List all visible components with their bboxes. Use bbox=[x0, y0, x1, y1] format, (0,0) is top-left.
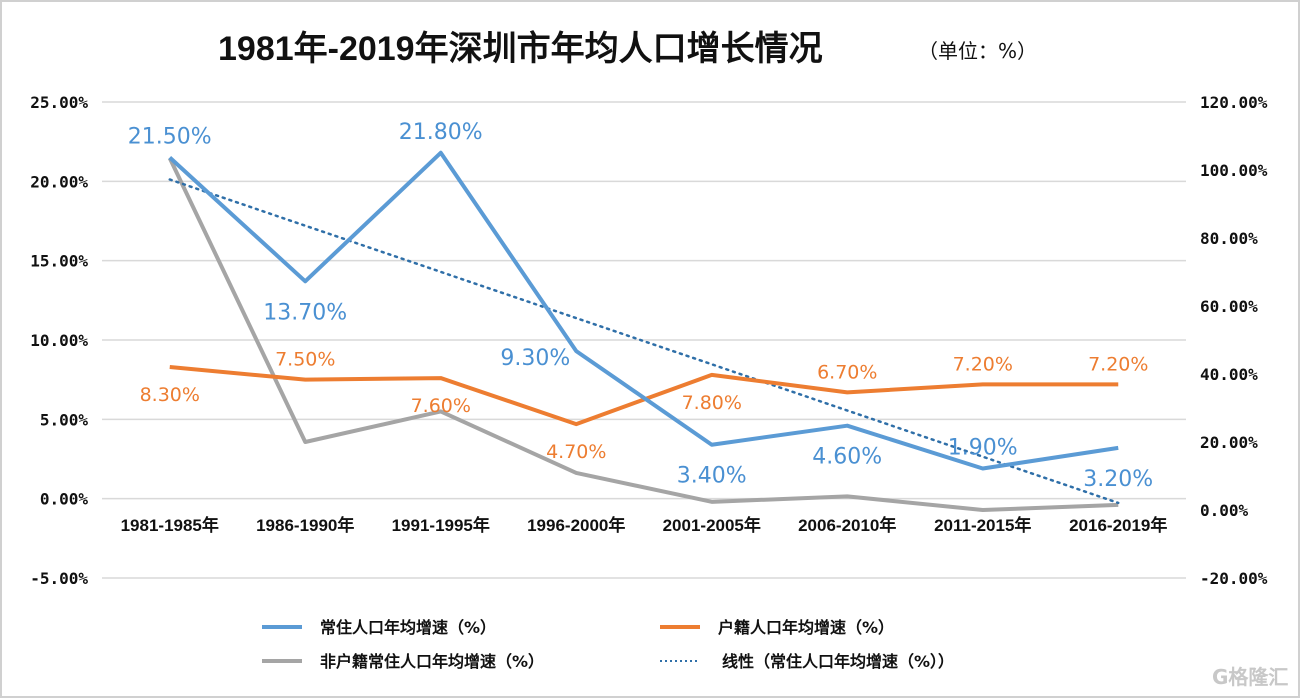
legend-label: 线性（常住人口年均增速（%）） bbox=[722, 652, 954, 671]
right-tick-label: 120.00% bbox=[1200, 93, 1268, 112]
data-label: 9.30% bbox=[500, 346, 570, 371]
series-line-0 bbox=[168, 150, 1119, 471]
category-label: 2011-2015年 bbox=[934, 515, 1031, 535]
right-tick-label: -20.00% bbox=[1200, 569, 1268, 588]
category-label: 1981-1985年 bbox=[121, 515, 219, 535]
data-label: 8.30% bbox=[140, 384, 200, 406]
left-tick-label: -5.00% bbox=[30, 569, 88, 588]
data-label: 7.20% bbox=[953, 353, 1013, 375]
watermark-logo: G格隆汇 bbox=[1212, 665, 1288, 689]
data-label: 4.70% bbox=[546, 441, 606, 463]
data-label: 21.50% bbox=[128, 125, 212, 150]
legend: 常住人口年均增速（%） 户籍人口年均增速（%） 非户籍常住人口年均增速（%） 线性（常… bbox=[262, 618, 954, 671]
category-label: 2001-2005年 bbox=[663, 515, 761, 535]
category-label: 1996-2000年 bbox=[527, 515, 625, 535]
series-lines bbox=[167, 150, 1120, 512]
data-label: 7.80% bbox=[682, 392, 742, 414]
left-tick-label: 25.00% bbox=[30, 93, 88, 112]
data-label: 7.60% bbox=[411, 395, 471, 417]
data-label: 3.20% bbox=[1083, 467, 1153, 492]
left-tick-label: 20.00% bbox=[30, 172, 88, 191]
chart-subtitle: （单位：%） bbox=[918, 39, 1037, 63]
data-label: 7.50% bbox=[275, 349, 335, 371]
data-labels: 21.50% 13.70% 21.80% 9.30% 3.40% 4.60% 1.90% 3.… bbox=[128, 120, 1153, 492]
category-label: 1986-1990年 bbox=[256, 515, 354, 535]
data-label: 7.20% bbox=[1088, 353, 1148, 375]
left-tick-label: 15.00% bbox=[30, 252, 88, 271]
left-tick-label: 0.00% bbox=[40, 490, 89, 509]
data-label: 6.70% bbox=[817, 361, 877, 383]
right-tick-label: 80.00% bbox=[1200, 229, 1258, 248]
left-tick-label: 10.00% bbox=[30, 331, 88, 350]
series-line-2 bbox=[167, 157, 1119, 512]
data-label: 4.60% bbox=[812, 445, 882, 470]
legend-label: 户籍人口年均增速（%） bbox=[718, 618, 894, 637]
category-label: 1991-1995年 bbox=[392, 515, 490, 535]
right-tick-label: 0.00% bbox=[1200, 501, 1249, 520]
left-tick-label: 5.00% bbox=[40, 410, 89, 429]
right-tick-label: 60.00% bbox=[1200, 297, 1258, 316]
category-label: 2006-2010年 bbox=[798, 515, 896, 535]
category-label: 2016-2019年 bbox=[1069, 515, 1167, 535]
right-tick-label: 20.00% bbox=[1200, 433, 1258, 452]
data-label: 13.70% bbox=[263, 300, 347, 325]
right-tick-label: 40.00% bbox=[1200, 365, 1258, 384]
data-label: 21.80% bbox=[399, 120, 483, 145]
right-axis-ticks: -20.00% 0.00% 20.00% 40.00% 60.00% 80.00% 100.… bbox=[1200, 93, 1268, 588]
data-label: 3.40% bbox=[677, 464, 747, 489]
chart-title: 1981年-2019年深圳市年均人口增长情况 bbox=[218, 29, 823, 68]
legend-label: 常住人口年均增速（%） bbox=[320, 618, 496, 637]
x-axis-categories: 1981-1985年 1986-1990年 1991-1995年 1996-2000年… bbox=[121, 515, 1168, 535]
legend-label: 非户籍常住人口年均增速（%） bbox=[320, 652, 544, 671]
left-axis-ticks: -5.00% 0.00% 5.00% 10.00% 15.00% 20.00% 25.00% bbox=[30, 93, 88, 588]
data-label: 1.90% bbox=[948, 436, 1018, 461]
right-tick-label: 100.00% bbox=[1200, 161, 1268, 180]
trendline bbox=[168, 178, 1120, 505]
